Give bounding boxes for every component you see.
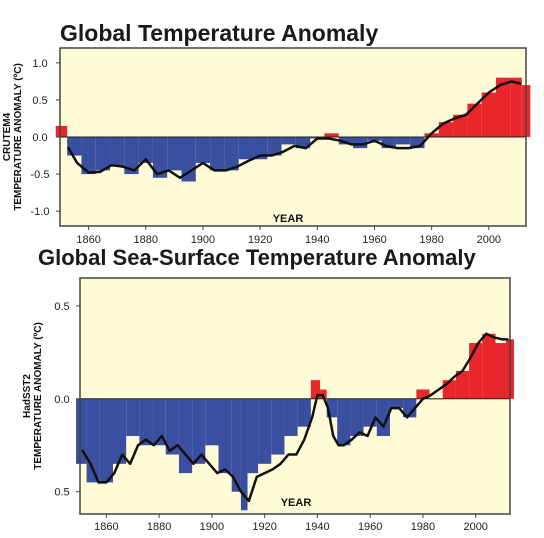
chart1-bar: [395, 137, 411, 145]
chart1-bar: [67, 137, 82, 156]
chart2-bar: [455, 370, 470, 399]
chart1-bar: [152, 137, 168, 178]
chart1-y-tick-label: 0.0: [32, 132, 47, 144]
chart1-bar: [167, 137, 182, 171]
chart1-bar: [367, 137, 382, 141]
chart1-y-tick-label: 1.0: [32, 58, 47, 70]
chart2-bar: [258, 398, 272, 464]
chart2-x-tick-label: 1960: [358, 521, 382, 533]
chart2-x-tick-label: 1940: [305, 521, 329, 533]
chart1-bar: [267, 137, 282, 156]
chart2-bar: [284, 398, 298, 436]
chart1-x-tick-label: 1940: [305, 234, 329, 246]
chart2-bar: [76, 398, 87, 464]
chart2-bar: [297, 398, 311, 427]
chart2-bar: [350, 398, 364, 436]
chart2-bar: [271, 398, 285, 455]
chart2-bar: [126, 398, 140, 436]
chart2-smoothed-trend-line: [81, 332, 509, 503]
chart1-y-axis-label-line1: CRUTEM4: [2, 112, 13, 161]
chart2-bar: [310, 380, 321, 399]
chart1-bar: [324, 133, 339, 137]
chart1-bar: [138, 137, 153, 163]
chart1-smoothed-trend-line: [67, 80, 522, 180]
chart2-bar: [152, 398, 166, 446]
chart1-x-tick-label: 1960: [362, 234, 386, 246]
chart1-x-tick-label: 1980: [419, 234, 443, 246]
chart1-bar: [410, 137, 425, 149]
chart2-x-tick-label: 1980: [411, 521, 435, 533]
chart1-x-tick-label: 1880: [134, 234, 158, 246]
chart2-bar: [482, 333, 496, 399]
chart2-bar: [231, 398, 241, 492]
chart2-y-axis-label-line2: TEMPERATURE ANOMALY (ºC): [33, 322, 44, 470]
chart1-bar: [453, 114, 468, 137]
chart1-bar: [495, 77, 511, 137]
chart2-bar: [363, 398, 377, 427]
chart-title-sea-surface-temperature: Global Sea-Surface Temperature Anomaly: [38, 245, 476, 270]
chart2-bar: [469, 343, 483, 399]
chart1-x-tick-label: 1900: [191, 234, 215, 246]
chart2-bar: [165, 398, 179, 455]
chart1-bar: [210, 137, 225, 171]
chart1-x-axis-label: YEAR: [273, 213, 304, 225]
chart2-bar: [326, 398, 338, 418]
chart2-bar: [376, 398, 390, 436]
chart1-bar: [110, 137, 125, 167]
chart1-bar: [81, 137, 96, 175]
chart2-bar: [205, 398, 219, 446]
chart2-bar: [178, 398, 193, 474]
chart2-bar: [112, 398, 127, 464]
chart2-bar: [495, 343, 507, 399]
chart1-bar: [381, 137, 396, 149]
chart1-bar: [124, 137, 139, 175]
chart2-y-tick-label: 0.5: [54, 487, 69, 499]
chart1-x-tick-label: 2000: [477, 234, 501, 246]
chart2-bar: [247, 398, 259, 474]
chart2-bar: [389, 398, 404, 409]
chart1-bar: [467, 103, 482, 138]
chart2-bar: [139, 398, 153, 446]
chart1-bar: [481, 92, 496, 137]
chart2-bar: [218, 398, 232, 474]
chart2-bar: [337, 398, 351, 446]
chart1-bar: [95, 137, 111, 171]
chart1-bar: [281, 137, 296, 145]
chart1-bar: [510, 77, 522, 137]
chart1-bar: [295, 137, 311, 149]
chart1-bar: [353, 137, 368, 149]
chart1-bar: [195, 137, 211, 163]
chart1-x-tick-label: 1860: [76, 234, 100, 246]
chart1-bar: [338, 137, 354, 145]
chart1-x-tick-label: 1920: [248, 234, 272, 246]
chart1-y-tick-label: 0.5: [32, 95, 47, 107]
chart2-x-tick-label: 1880: [147, 521, 171, 533]
chart2-x-axis-label: YEAR: [281, 497, 312, 509]
chart2-x-tick-label: 1900: [200, 521, 224, 533]
chart1-bar: [238, 137, 253, 160]
chart2-x-tick-label: 2000: [463, 521, 487, 533]
chart2-bar: [403, 398, 417, 418]
chart1-y-tick-label: -0.5: [31, 169, 50, 181]
chart2-y-axis-label-line1: HadSST2: [22, 374, 33, 418]
chart2-bar: [240, 398, 248, 511]
chart1-bar: [55, 125, 68, 137]
chart2-x-tick-label: 1860: [94, 521, 118, 533]
chart1-bar: [252, 137, 268, 160]
chart2-x-tick-label: 1920: [252, 521, 276, 533]
chart2-bar: [192, 398, 206, 464]
chart-title-global-temperature: Global Temperature Anomaly: [60, 20, 379, 46]
chart2-y-tick-label: 0.0: [54, 394, 69, 406]
chart1-y-axis-label-line2: TEMPERATURE ANOMALY (ºC): [13, 63, 24, 211]
chart1-bar: [224, 137, 239, 171]
chart1-y-tick-label: -1.0: [31, 206, 50, 218]
chart2-bar: [99, 398, 113, 483]
chart2-plot-background: [80, 278, 510, 514]
chart2-y-tick-label: 0.5: [54, 301, 69, 313]
chart2-plot-frame: [79, 277, 511, 515]
chart2-bar: [416, 389, 430, 399]
